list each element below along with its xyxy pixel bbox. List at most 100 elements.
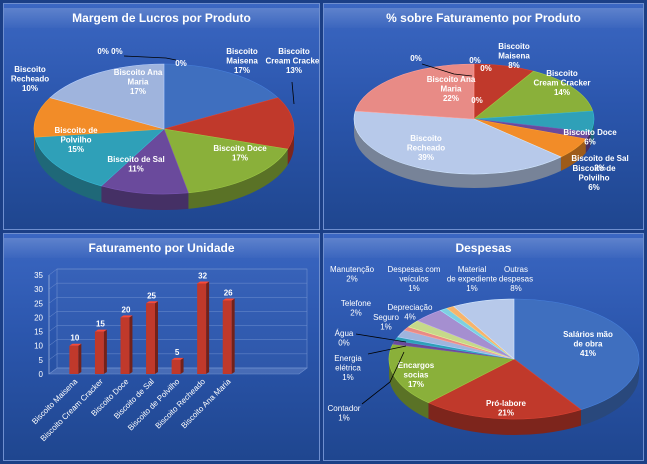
y-tick-label: 35 bbox=[34, 271, 43, 280]
pie-slice bbox=[353, 110, 562, 175]
gridline bbox=[48, 268, 58, 276]
y-tick-label: 5 bbox=[39, 356, 44, 365]
zero-label: 0% bbox=[469, 56, 481, 65]
leader-line bbox=[355, 333, 407, 343]
pie-slice-side bbox=[354, 119, 561, 189]
bar-top bbox=[120, 315, 133, 318]
pie-slice bbox=[100, 128, 189, 195]
bar bbox=[120, 317, 130, 374]
pie-slice-side bbox=[101, 185, 189, 211]
slice-label: Depreciação 4% bbox=[388, 303, 433, 322]
zero-label: 0% bbox=[471, 96, 483, 105]
zero-label: 0% bbox=[175, 59, 187, 68]
slice-label: Biscoito Cream Cracker 14% bbox=[534, 69, 591, 97]
bar-side bbox=[231, 298, 235, 374]
gridline bbox=[48, 297, 58, 304]
slice-label: Biscoito de Sal 11% bbox=[107, 155, 164, 174]
slice-label: Manutenção 2% bbox=[330, 265, 375, 284]
slice-label: Despesas com veículos 1% bbox=[388, 265, 441, 293]
bar-value-label: 10 bbox=[70, 334, 79, 343]
pie-slice bbox=[163, 97, 295, 150]
bar bbox=[171, 359, 181, 374]
chart-title: Margem de Lucros por Produto bbox=[4, 8, 319, 28]
gridline bbox=[48, 339, 58, 346]
gridline bbox=[48, 325, 58, 332]
slice-label: Biscoito de Polvilho 6% bbox=[572, 164, 616, 192]
pie-slice bbox=[473, 70, 594, 120]
bar-value-label: 32 bbox=[198, 271, 207, 280]
pie-slice bbox=[34, 128, 165, 187]
pie-slice bbox=[453, 298, 515, 360]
pie-slice bbox=[163, 128, 289, 194]
bar bbox=[94, 331, 104, 374]
bar-side bbox=[206, 281, 210, 374]
slice-label: Biscoito de Polvilho 15% bbox=[54, 126, 98, 154]
slice-label: Biscoito Doce 17% bbox=[213, 144, 267, 163]
bar bbox=[222, 300, 232, 374]
pie-chart-despesas: Salários mão de obra 41% Pró-labore 21% Encar… bbox=[328, 265, 640, 435]
x-tick-label: Biscoito Ana Maria bbox=[179, 377, 233, 431]
slice-label: Material de expediente 1% bbox=[447, 265, 498, 293]
y-tick-label: 30 bbox=[34, 285, 43, 294]
bar-top bbox=[94, 329, 107, 332]
bar-top bbox=[146, 301, 158, 304]
pie-slice bbox=[163, 63, 279, 130]
y-tick-label: 25 bbox=[34, 299, 43, 308]
pie-slice bbox=[33, 97, 165, 138]
slice-label: Energia elétrica 1% bbox=[334, 354, 362, 382]
bar-top bbox=[197, 281, 210, 284]
chart-title: % sobre Faturamento por Produto bbox=[324, 8, 643, 28]
bar-chart-faturamento: 0 5 10 15 20 25 30 35 10 Biscoito Maisena 15 Biscoi… bbox=[30, 268, 308, 443]
bar-top bbox=[171, 357, 184, 360]
slice-label: Biscoito Ana Maria 17% bbox=[114, 68, 163, 96]
chart-faturamento-unidade: Faturamento por Unidade 0 5 10 15 20 25 30 35 10… bbox=[3, 233, 320, 461]
pie-chart-margem: Biscoito Maisena 17% Biscoito Cream Cracker 1… bbox=[11, 47, 319, 211]
bar-value-label: 26 bbox=[224, 288, 233, 297]
slice-label: Seguro 1% bbox=[373, 313, 399, 332]
slice-label: Biscoito Maisena 17% bbox=[226, 47, 258, 75]
gridline bbox=[48, 282, 58, 290]
bar-side bbox=[129, 315, 133, 374]
slice-label: Biscoito de Sal 2% bbox=[571, 154, 628, 173]
gridline bbox=[48, 311, 58, 318]
pie-slice-side bbox=[585, 132, 591, 154]
chart-title: Despesas bbox=[324, 238, 643, 258]
bar-value-label: 15 bbox=[96, 320, 105, 329]
leader-line bbox=[367, 345, 407, 355]
slice-label: Pró-labore 21% bbox=[486, 399, 527, 418]
zero-label: 0% bbox=[480, 64, 492, 73]
pie-slice-side bbox=[560, 139, 586, 171]
bar-side bbox=[180, 357, 184, 374]
slice-label: Biscoito Recheado 39% bbox=[407, 134, 445, 162]
bar bbox=[69, 345, 79, 374]
bar-value-label: 5 bbox=[175, 348, 180, 357]
bar-top bbox=[222, 298, 235, 301]
zero-label: 0% bbox=[410, 54, 422, 63]
slice-label: Outras despesas 8% bbox=[499, 265, 533, 293]
slice-label: Encargos socias 17% bbox=[398, 361, 435, 389]
chart-title: Faturamento por Unidade bbox=[4, 238, 319, 258]
slice-label: Biscoito Maisena 8% bbox=[498, 42, 530, 70]
chart-margem-lucros: Margem de Lucros por Produto Biscoito Mai… bbox=[3, 3, 320, 230]
slice-label: Biscoito Ana Maria 22% bbox=[427, 75, 476, 103]
pie-slice bbox=[513, 298, 640, 410]
chart-faturamento-produto: % sobre Faturamento por Produto Biscoito… bbox=[323, 3, 644, 230]
pie-slice-side bbox=[287, 129, 294, 166]
y-tick-label: 20 bbox=[34, 313, 43, 322]
slice-label: Água 0% bbox=[335, 329, 354, 348]
leader-line bbox=[291, 81, 295, 105]
bar-value-label: 20 bbox=[122, 305, 131, 314]
gridline bbox=[48, 367, 58, 375]
slice-label: Salários mão de obra 41% bbox=[563, 330, 613, 358]
chart-despesas: Despesas Salários mão de obra 41% Pró-labor… bbox=[323, 233, 644, 461]
pie-slice-side bbox=[35, 137, 102, 202]
slice-label: Biscoito Recheado 10% bbox=[11, 65, 49, 93]
bar bbox=[146, 303, 155, 374]
bar-side bbox=[155, 301, 158, 374]
gridline bbox=[48, 353, 58, 361]
x-tick-label: Biscoito Maisena bbox=[30, 377, 80, 427]
leader-line bbox=[361, 351, 405, 405]
slice-label: Telefone 2% bbox=[341, 299, 372, 318]
bar-value-label: 25 bbox=[147, 291, 156, 300]
y-tick-label: 10 bbox=[34, 342, 43, 351]
